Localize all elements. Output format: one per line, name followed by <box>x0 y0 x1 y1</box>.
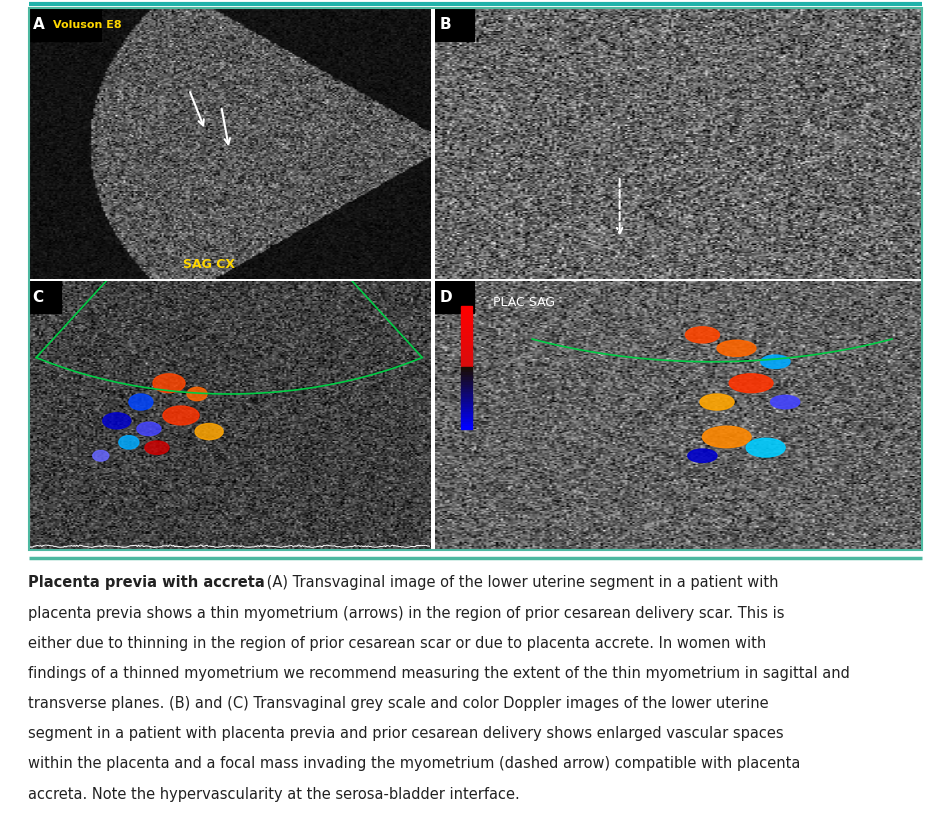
Ellipse shape <box>747 438 785 457</box>
Bar <box>462 330 472 332</box>
Text: (A) Transvaginal image of the lower uterine segment in a patient with: (A) Transvaginal image of the lower uter… <box>262 576 778 591</box>
Bar <box>462 385 472 387</box>
Text: transverse planes. (B) and (C) Transvaginal grey scale and color Doppler images : transverse planes. (B) and (C) Transvagi… <box>28 696 770 711</box>
Bar <box>462 409 472 412</box>
Bar <box>462 387 472 389</box>
Bar <box>462 337 472 340</box>
Bar <box>462 399 472 402</box>
Text: either due to thinning in the region of prior cesarean scar or due to placenta a: either due to thinning in the region of … <box>28 636 767 651</box>
Bar <box>462 316 472 318</box>
Bar <box>462 362 472 365</box>
Ellipse shape <box>103 413 131 429</box>
Bar <box>462 335 472 337</box>
Ellipse shape <box>195 423 223 440</box>
Bar <box>28 281 61 313</box>
Ellipse shape <box>700 394 734 410</box>
Bar <box>462 380 472 382</box>
Bar <box>462 419 472 421</box>
Ellipse shape <box>187 387 207 401</box>
Ellipse shape <box>153 374 185 392</box>
Bar <box>462 321 472 323</box>
Text: segment in a patient with placenta previa and prior cesarean delivery shows enla: segment in a patient with placenta previ… <box>28 726 784 741</box>
Text: Voluson E8: Voluson E8 <box>52 19 122 30</box>
Bar <box>462 318 472 321</box>
Bar <box>462 367 472 370</box>
Ellipse shape <box>93 451 108 461</box>
Bar <box>462 421 472 424</box>
Bar <box>462 412 472 414</box>
Bar <box>462 342 472 345</box>
Bar <box>462 308 472 311</box>
Bar <box>462 372 472 375</box>
Bar <box>462 357 472 360</box>
Ellipse shape <box>770 396 800 409</box>
Bar <box>434 8 473 41</box>
Bar <box>462 360 472 362</box>
Text: placenta previa shows a thin myometrium (arrows) in the region of prior cesarean: placenta previa shows a thin myometrium … <box>28 606 785 621</box>
Bar <box>462 414 472 416</box>
Bar <box>462 350 472 352</box>
Bar <box>462 404 472 407</box>
Bar <box>462 382 472 385</box>
Bar <box>462 332 472 335</box>
Text: within the placenta and a focal mass invading the myometrium (dashed arrow) comp: within the placenta and a focal mass inv… <box>28 756 801 771</box>
Ellipse shape <box>137 422 161 436</box>
Ellipse shape <box>702 426 751 447</box>
Ellipse shape <box>145 441 169 455</box>
Bar <box>462 397 472 399</box>
Bar <box>462 313 472 316</box>
Ellipse shape <box>688 449 717 462</box>
Bar <box>462 390 472 392</box>
Bar <box>462 402 472 404</box>
Bar <box>462 345 472 347</box>
Ellipse shape <box>717 340 756 357</box>
Text: SAG CX: SAG CX <box>183 258 235 271</box>
Text: accreta. Note the hypervascularity at the serosa-bladder interface.: accreta. Note the hypervascularity at th… <box>28 786 521 801</box>
Text: D: D <box>440 290 452 305</box>
Bar <box>434 281 473 313</box>
Bar <box>462 392 472 394</box>
Bar <box>462 370 472 372</box>
Bar <box>462 394 472 397</box>
Bar <box>462 326 472 327</box>
Text: findings of a thinned myometrium we recommend measuring the extent of the thin m: findings of a thinned myometrium we reco… <box>28 666 850 681</box>
Bar <box>462 424 472 426</box>
Bar <box>462 347 472 350</box>
Text: A: A <box>32 17 45 32</box>
Bar <box>462 375 472 377</box>
Ellipse shape <box>119 436 139 449</box>
Bar <box>462 365 472 367</box>
Bar <box>462 352 472 355</box>
Text: C: C <box>32 290 44 305</box>
Bar <box>462 328 472 330</box>
Bar <box>462 340 472 342</box>
Bar <box>462 323 472 325</box>
Ellipse shape <box>730 374 773 392</box>
Text: Placenta previa with accreta: Placenta previa with accreta <box>28 576 265 591</box>
Ellipse shape <box>685 327 719 343</box>
Ellipse shape <box>163 406 200 425</box>
Bar <box>462 426 472 429</box>
Bar <box>462 416 472 419</box>
Bar <box>462 306 472 308</box>
Ellipse shape <box>129 394 153 410</box>
Bar <box>462 407 472 409</box>
Bar <box>462 311 472 313</box>
Text: B: B <box>440 17 451 32</box>
Text: PLAC SAG: PLAC SAG <box>493 296 555 309</box>
Bar <box>462 377 472 380</box>
Ellipse shape <box>761 355 790 368</box>
Bar <box>28 8 101 41</box>
Bar <box>462 355 472 357</box>
